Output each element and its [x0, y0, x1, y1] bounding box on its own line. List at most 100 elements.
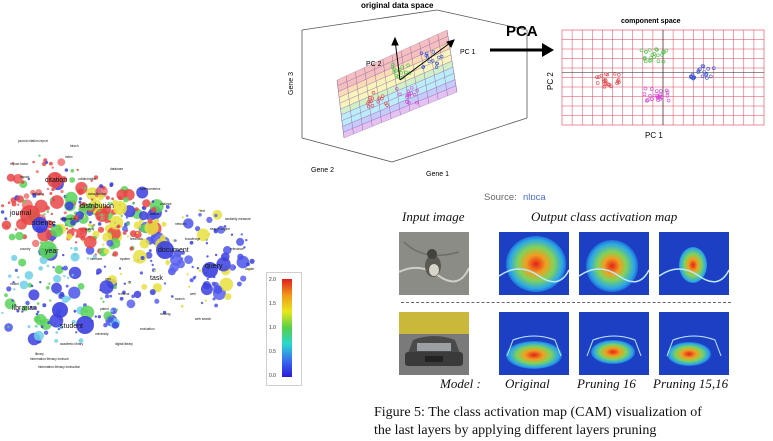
colorbar-tick: 1.0: [269, 325, 276, 331]
component-point: [655, 53, 660, 58]
network-node: [116, 224, 121, 229]
pca-3d-point: [366, 104, 371, 109]
network-node: [223, 225, 227, 228]
component-point: [702, 70, 707, 74]
gene2-label: Gene 2: [311, 167, 334, 174]
network-label: impact factor: [10, 162, 29, 166]
network-node: [196, 228, 210, 242]
network-node: [141, 284, 148, 290]
network-node: [14, 268, 18, 272]
network-node: [64, 168, 69, 172]
pca-3d-point: [400, 65, 404, 69]
network-node: [11, 201, 17, 207]
cam-car-pruning16: [579, 312, 649, 375]
network-node: [33, 306, 37, 310]
network-node: [122, 225, 128, 232]
network-node: [165, 205, 170, 209]
pca-3d-point: [421, 65, 425, 69]
network-node: [97, 315, 101, 319]
network-node: [34, 314, 47, 326]
pca-3d-points: [366, 50, 444, 109]
network-node: [153, 269, 156, 273]
network-node: [125, 216, 129, 219]
component-points: [595, 47, 716, 103]
network-node: [151, 263, 154, 267]
pca-3d-point: [409, 91, 414, 95]
network-node: [99, 280, 114, 295]
network-node: [224, 293, 232, 300]
network-node: [165, 260, 171, 266]
network-node: [119, 272, 123, 276]
pca-3d-point: [406, 89, 410, 93]
component-point: [599, 73, 604, 78]
network-node: [113, 285, 117, 290]
network-label: interface: [90, 257, 102, 261]
network-node: [32, 239, 40, 248]
network-node: [181, 216, 184, 219]
pca-3d-point: [367, 99, 371, 104]
network-node: [23, 193, 30, 199]
network-node: [65, 284, 69, 288]
component-point: [639, 48, 644, 53]
network-node: [106, 239, 114, 247]
network-node: [213, 285, 223, 294]
network-label: citation: [45, 177, 67, 184]
component-grid: [561, 29, 765, 126]
component-point: [706, 66, 711, 71]
network-node: [212, 297, 216, 301]
network-node: [14, 174, 23, 183]
pca-3d-point: [371, 90, 376, 95]
network-node: [45, 161, 49, 164]
component-point: [666, 98, 671, 103]
pca-3d-point: [425, 51, 429, 56]
network-node: [80, 305, 95, 320]
network-node: [118, 267, 122, 270]
plane-line: [446, 29, 458, 93]
network-node: [144, 220, 159, 235]
network-node: [7, 201, 11, 204]
colorbar-panel: 2.0 1.5 1.0 0.5 0.0: [266, 272, 302, 386]
pca-3d-point: [434, 65, 439, 69]
network-node: [214, 213, 218, 218]
network-node: [171, 295, 174, 298]
network-node: [221, 252, 230, 262]
network-label: distribution: [80, 203, 114, 210]
network-node: [133, 290, 142, 299]
plane-line: [428, 38, 439, 100]
network-node: [70, 247, 73, 250]
network-node: [62, 253, 65, 257]
network-node: [39, 281, 42, 284]
network-node: [204, 299, 208, 302]
network-node: [18, 258, 27, 267]
network-node: [57, 292, 60, 296]
network-node: [136, 186, 149, 199]
network-node: [75, 331, 78, 334]
network-label: search: [175, 297, 185, 301]
pca-3d-point: [425, 55, 430, 59]
network-node: [38, 154, 41, 157]
network-node: [49, 299, 52, 302]
network-node: [180, 250, 185, 255]
right-ylabel: PC 2: [546, 72, 555, 90]
network-node: [78, 200, 82, 204]
network-node: [99, 184, 104, 189]
network-node: [96, 271, 99, 275]
network-node: [110, 307, 118, 315]
network-label: document: [158, 247, 189, 254]
network-node: [223, 246, 232, 255]
network-label: information literacy instruction: [38, 365, 80, 369]
network-node: [1, 311, 4, 315]
network-node: [6, 173, 15, 182]
network-node: [245, 238, 248, 242]
component-point: [616, 73, 621, 77]
network-label: similarity measure: [225, 217, 251, 221]
network-node: [85, 246, 95, 255]
network-node: [126, 299, 136, 309]
pca-3d-plot: [301, 9, 528, 163]
source-link[interactable]: nlpca: [523, 192, 546, 203]
network-node: [110, 202, 113, 205]
pca-3d-point: [430, 59, 435, 63]
network-node: [71, 228, 74, 231]
colorbar-tick: 0.0: [269, 373, 276, 379]
component-point: [649, 56, 653, 60]
